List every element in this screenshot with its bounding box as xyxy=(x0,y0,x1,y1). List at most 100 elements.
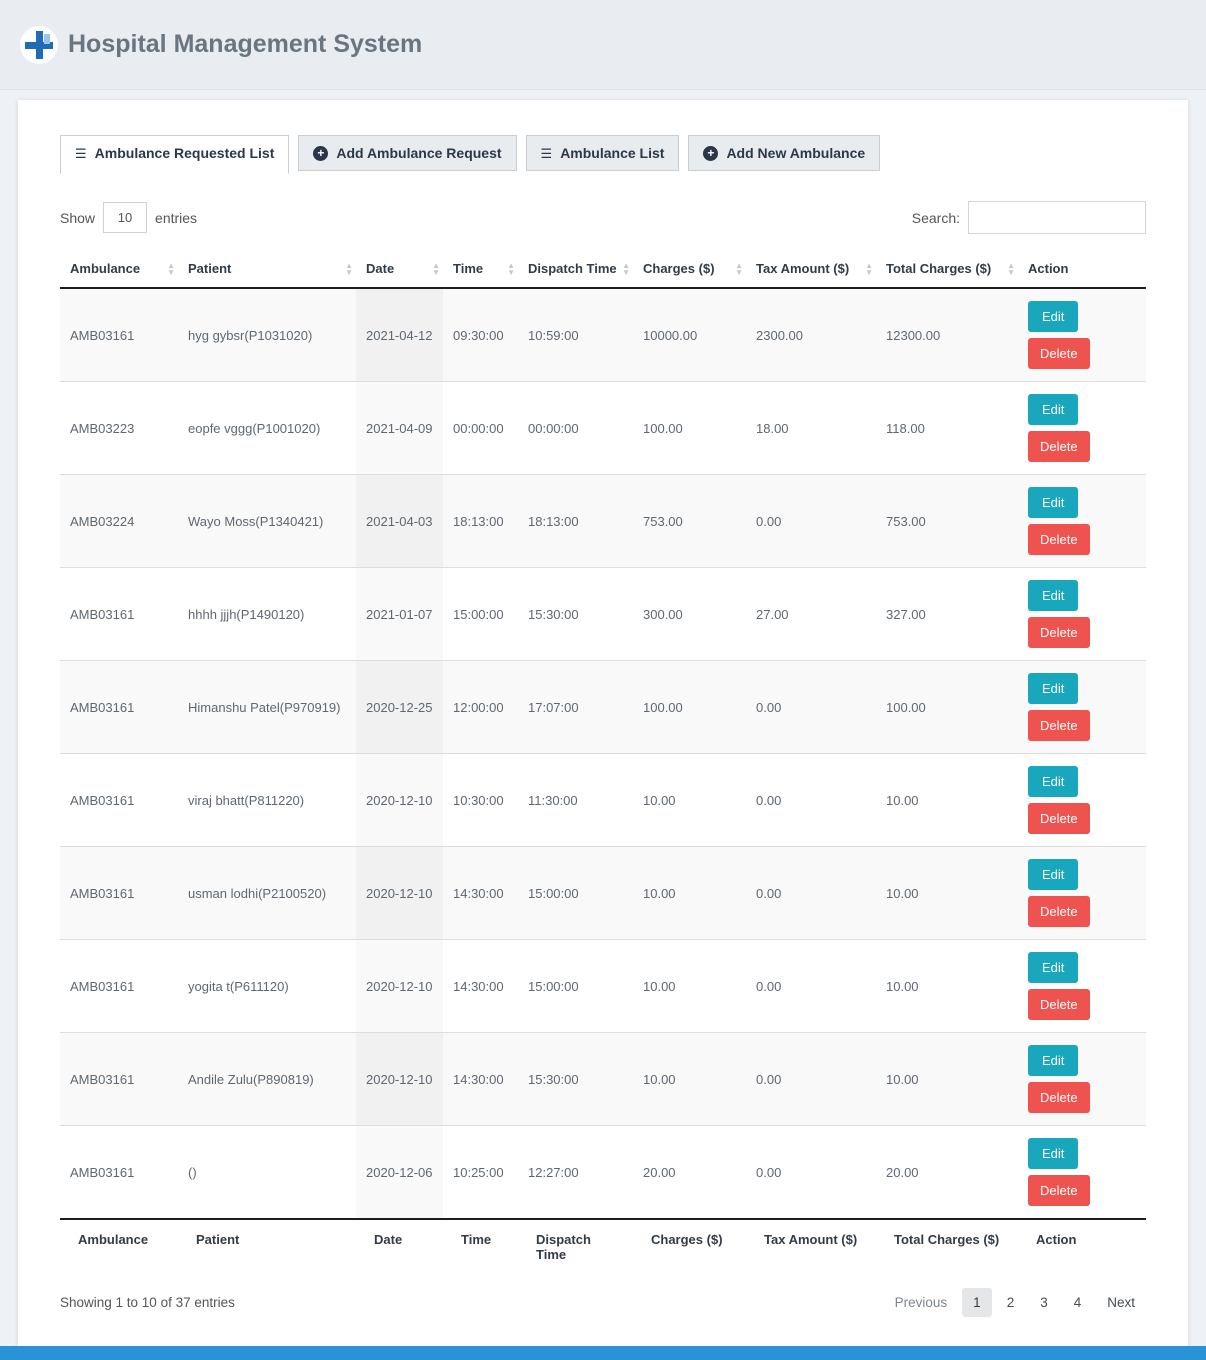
column-header-patient[interactable]: Patient ▲ ▼ xyxy=(178,250,356,289)
cell-date: 2020-12-10 xyxy=(356,846,443,940)
table-footer-bar: Showing 1 to 10 of 37 entries Previous 1… xyxy=(60,1288,1146,1317)
delete-button[interactable]: Delete xyxy=(1028,989,1090,1020)
cell-date: 2020-12-10 xyxy=(356,1032,443,1126)
cell-date: 2021-04-03 xyxy=(356,474,443,568)
cell-ambulance: AMB03223 xyxy=(60,381,178,475)
ambulance-request-table: Ambulance ▲ ▼ Patient ▲ ▼ Date ▲ ▼ Time ▲ ▼ Disp… xyxy=(60,250,1146,1274)
plus-circle-icon: + xyxy=(313,145,329,161)
sort-icon: ▲ ▼ xyxy=(345,260,353,277)
table-controls: Show 10 entries Search: xyxy=(60,201,1146,234)
delete-button[interactable]: Delete xyxy=(1028,524,1090,555)
delete-button[interactable]: Delete xyxy=(1028,338,1090,369)
tab-ambulance-list[interactable]: ☰ Ambulance List xyxy=(525,135,680,171)
cell-dispatch-time: 15:30:00 xyxy=(518,567,633,661)
column-header-dispatch-time[interactable]: Dispatch Time ▲ ▼ xyxy=(518,250,633,289)
delete-button[interactable]: Delete xyxy=(1028,710,1090,741)
page-button-2[interactable]: 2 xyxy=(1006,1295,1015,1310)
tab-add-new-ambulance[interactable]: + Add New Ambulance xyxy=(688,135,881,171)
page-button-4[interactable]: 4 xyxy=(1073,1295,1082,1310)
cell-time: 12:00:00 xyxy=(443,660,518,754)
length-control: Show 10 entries xyxy=(60,202,197,233)
cell-date: 2020-12-06 xyxy=(356,1125,443,1220)
column-header-date[interactable]: Date ▲ ▼ xyxy=(356,250,443,289)
page-button-3[interactable]: 3 xyxy=(1040,1295,1048,1310)
cell-time: 10:25:00 xyxy=(443,1125,518,1220)
edit-button[interactable]: Edit xyxy=(1028,394,1079,425)
cell-tax-amount: 18.00 xyxy=(746,381,876,475)
table-row: AMB03161 viraj bhatt(P811220) 2020-12-10… xyxy=(60,753,1146,847)
cell-total-charges: 327.00 xyxy=(876,567,1018,661)
cell-patient: eopfe vggg(P1001020) xyxy=(178,381,356,475)
footer-col-dispatch-time: Dispatch Time xyxy=(518,1218,633,1274)
table-row: AMB03161 Andile Zulu(P890819) 2020-12-10… xyxy=(60,1032,1146,1126)
cell-patient: hyg gybsr(P1031020) xyxy=(178,288,356,382)
cell-action: Edit Delete xyxy=(1018,660,1146,754)
footer-bar xyxy=(0,1346,1206,1360)
cell-time: 09:30:00 xyxy=(443,288,518,382)
delete-button[interactable]: Delete xyxy=(1028,617,1090,648)
cell-action: Edit Delete xyxy=(1018,846,1146,940)
cell-ambulance: AMB03161 xyxy=(60,660,178,754)
cell-charges: 753.00 xyxy=(633,474,746,568)
cell-dispatch-time: 12:27:00 xyxy=(518,1125,633,1220)
next-page-button[interactable]: Next xyxy=(1107,1295,1135,1310)
column-header-total-charges[interactable]: Total Charges ($) ▲ ▼ xyxy=(876,250,1018,289)
cell-total-charges: 20.00 xyxy=(876,1125,1018,1220)
cell-date: 2021-01-07 xyxy=(356,567,443,661)
column-header-tax-amount[interactable]: Tax Amount ($) ▲ ▼ xyxy=(746,250,876,289)
cell-date: 2021-04-09 xyxy=(356,381,443,475)
cell-total-charges: 10.00 xyxy=(876,1032,1018,1126)
edit-button[interactable]: Edit xyxy=(1028,673,1079,704)
delete-button[interactable]: Delete xyxy=(1028,1082,1090,1113)
search-input[interactable] xyxy=(968,201,1146,234)
show-label: Show xyxy=(60,209,96,226)
edit-button[interactable]: Edit xyxy=(1028,487,1079,518)
edit-button[interactable]: Edit xyxy=(1028,859,1079,890)
previous-page-button[interactable]: Previous xyxy=(894,1295,948,1310)
delete-button[interactable]: Delete xyxy=(1028,1175,1090,1206)
delete-button[interactable]: Delete xyxy=(1028,896,1090,927)
tab-add-ambulance-request[interactable]: + Add Ambulance Request xyxy=(298,135,517,171)
edit-button[interactable]: Edit xyxy=(1028,766,1079,797)
edit-button[interactable]: Edit xyxy=(1028,301,1079,332)
cell-total-charges: 118.00 xyxy=(876,381,1018,475)
table-row: AMB03161 hyg gybsr(P1031020) 2021-04-12 … xyxy=(60,288,1146,382)
cell-tax-amount: 0.00 xyxy=(746,1125,876,1220)
edit-button[interactable]: Edit xyxy=(1028,1045,1079,1076)
sort-icon: ▲ ▼ xyxy=(432,260,440,277)
cell-action: Edit Delete xyxy=(1018,1125,1146,1220)
sort-icon: ▲ ▼ xyxy=(622,260,630,277)
column-header-charges[interactable]: Charges ($) ▲ ▼ xyxy=(633,250,746,289)
delete-button[interactable]: Delete xyxy=(1028,803,1090,834)
column-header-ambulance[interactable]: Ambulance ▲ ▼ xyxy=(60,250,178,289)
cell-time: 15:00:00 xyxy=(443,567,518,661)
cell-ambulance: AMB03161 xyxy=(60,939,178,1033)
footer-col-charges: Charges ($) xyxy=(633,1218,746,1274)
page-button-1[interactable]: 1 xyxy=(962,1288,992,1317)
pagination: Previous 1 2 3 4 Next xyxy=(880,1288,1146,1317)
cell-ambulance: AMB03161 xyxy=(60,1125,178,1220)
table-body: AMB03161 hyg gybsr(P1031020) 2021-04-12 … xyxy=(60,288,1146,1220)
table-row: AMB03224 Wayo Moss(P1340421) 2021-04-03 … xyxy=(60,474,1146,568)
edit-button[interactable]: Edit xyxy=(1028,952,1079,983)
edit-button[interactable]: Edit xyxy=(1028,580,1079,611)
tab-bar: ☰ Ambulance Requested List + Add Ambulan… xyxy=(60,135,1146,174)
entries-select[interactable]: 10 xyxy=(103,202,148,233)
cell-patient: Wayo Moss(P1340421) xyxy=(178,474,356,568)
footer-col-patient: Patient xyxy=(178,1218,356,1274)
cell-dispatch-time: 10:59:00 xyxy=(518,288,633,382)
cell-charges: 20.00 xyxy=(633,1125,746,1220)
cell-patient: yogita t(P611120) xyxy=(178,939,356,1033)
cell-patient: () xyxy=(178,1125,356,1220)
table-row: AMB03161 yogita t(P611120) 2020-12-10 14… xyxy=(60,939,1146,1033)
cell-total-charges: 753.00 xyxy=(876,474,1018,568)
cell-tax-amount: 0.00 xyxy=(746,1032,876,1126)
cell-tax-amount: 2300.00 xyxy=(746,288,876,382)
cell-date: 2020-12-10 xyxy=(356,939,443,1033)
edit-button[interactable]: Edit xyxy=(1028,1138,1079,1169)
column-header-time[interactable]: Time ▲ ▼ xyxy=(443,250,518,289)
delete-button[interactable]: Delete xyxy=(1028,431,1090,462)
cell-ambulance: AMB03224 xyxy=(60,474,178,568)
tab-ambulance-requested-list[interactable]: ☰ Ambulance Requested List xyxy=(60,135,290,174)
cell-action: Edit Delete xyxy=(1018,753,1146,847)
